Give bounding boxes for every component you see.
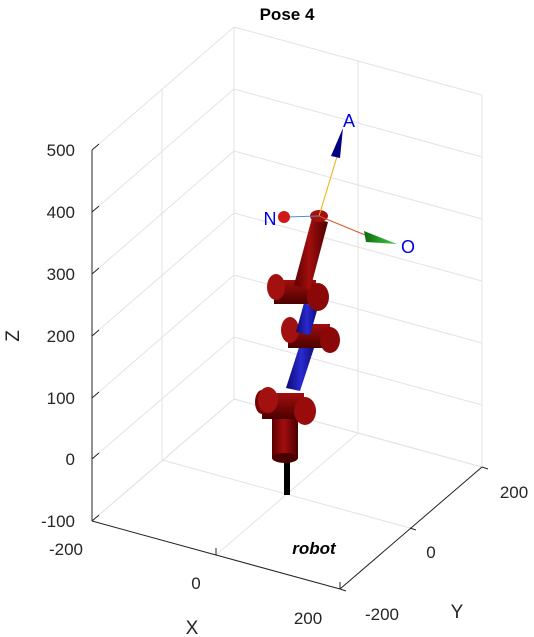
o-arrow-icon <box>364 231 397 244</box>
x-tick-label: -200 <box>49 540 83 559</box>
y-axis-ticks: -200 0 200 <box>339 466 528 624</box>
plot-title: Pose 4 <box>260 5 315 24</box>
robot-link-upper <box>294 218 328 290</box>
z-tick-label: -100 <box>41 512 75 531</box>
y-tick-label: 200 <box>500 483 528 502</box>
a-frame-label: A <box>343 111 355 131</box>
n-arrow-icon <box>278 211 290 223</box>
o-axis-line <box>318 215 371 238</box>
n-axis-line <box>285 215 320 218</box>
x-axis-ticks: -200 0 200 <box>49 514 341 628</box>
robot-base-pole <box>284 455 290 495</box>
robot-name-label: robot <box>292 539 337 558</box>
a-axis-line <box>318 149 340 217</box>
grid-back-left <box>91 26 235 522</box>
z-axis-label: Z <box>3 330 24 342</box>
x-tick-label: 0 <box>191 574 200 593</box>
robot-arm <box>255 210 340 495</box>
robot-shaft-lower <box>286 338 316 391</box>
robot-joint-2 <box>255 387 316 425</box>
a-arrow-icon <box>331 128 343 158</box>
z-axis-ticks: 500 400 300 200 100 0 -100 <box>41 141 100 531</box>
z-tick-label: 100 <box>47 389 75 408</box>
x-tick-label: 200 <box>294 609 322 628</box>
y-tick-label: -200 <box>365 605 399 624</box>
z-tick-label: 400 <box>47 203 75 222</box>
y-axis-label: Y <box>451 602 464 623</box>
z-tick-label: 0 <box>66 450 75 469</box>
z-tick-label: 200 <box>47 327 75 346</box>
n-frame-label: N <box>264 209 277 229</box>
z-tick-label: 300 <box>47 265 75 284</box>
robot-shaft-upper <box>296 303 318 335</box>
o-frame-label: O <box>401 237 415 257</box>
x-axis-label: X <box>186 618 199 637</box>
end-effector-frame: A O N <box>264 111 416 257</box>
z-tick-label: 500 <box>47 141 75 160</box>
y-tick-label: 0 <box>426 543 435 562</box>
